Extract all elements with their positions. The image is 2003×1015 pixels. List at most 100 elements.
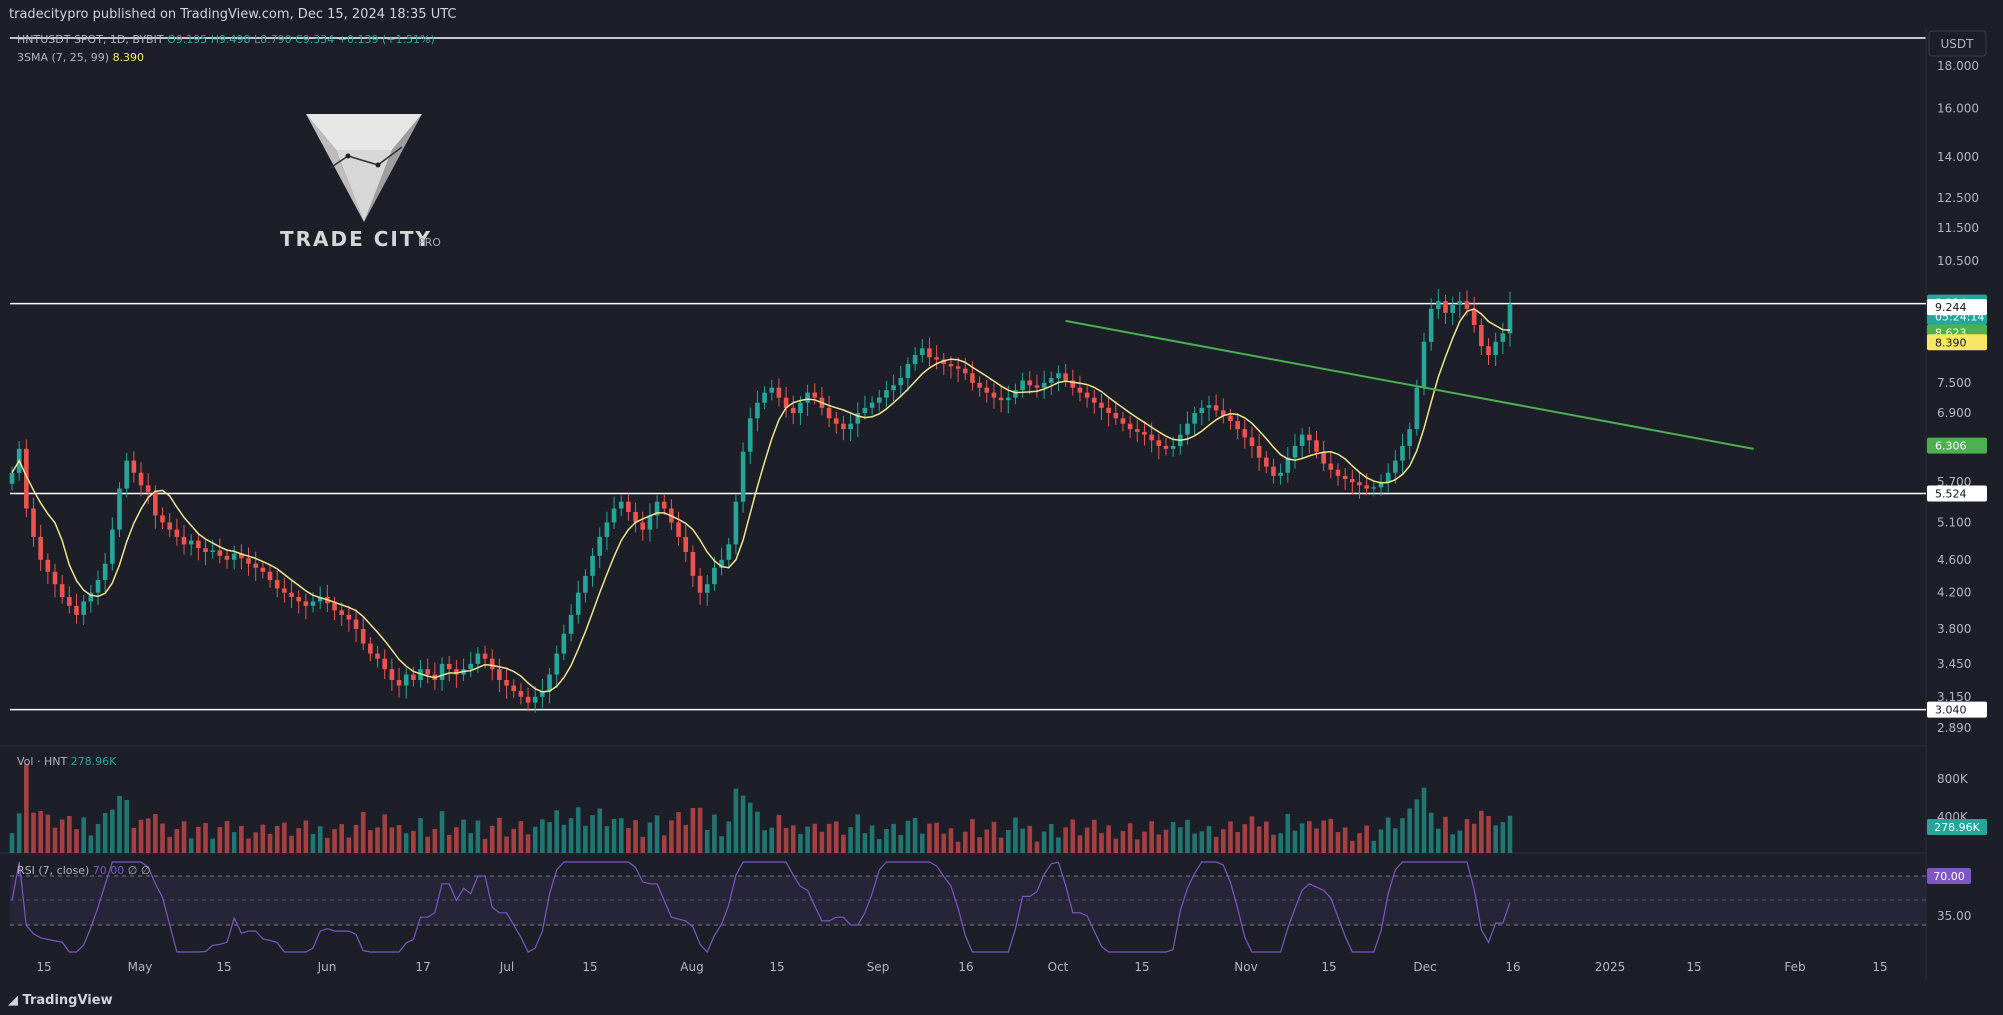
time-tick: Sep: [867, 960, 890, 974]
ohlc-close: C9.334: [295, 33, 335, 46]
candle-body: [891, 385, 896, 391]
volume-legend[interactable]: Vol · HNT 278.96K: [17, 755, 116, 768]
candle-body: [52, 571, 58, 585]
candle-body: [1421, 341, 1427, 388]
volume-bar: [676, 812, 681, 853]
volume-bar: [955, 841, 961, 853]
candle-body: [912, 354, 918, 365]
volume-bar: [411, 830, 416, 853]
candle-body: [1443, 301, 1448, 313]
candle-body: [1070, 380, 1076, 388]
volume-bar: [418, 818, 423, 853]
volume-bar: [181, 821, 187, 853]
volume-bar: [583, 825, 588, 853]
candle-body: [239, 553, 244, 559]
volume-bar: [905, 820, 911, 853]
tradingview-brand: TradingView: [22, 993, 113, 1008]
candle-body: [425, 669, 431, 675]
candle-body: [289, 592, 294, 598]
volume-bar: [891, 823, 896, 853]
rsi-tick-35: 35.00: [1937, 909, 1971, 923]
candle-body: [1091, 397, 1097, 403]
price-tick: 16.000: [1937, 102, 1979, 116]
volume-bar: [755, 811, 760, 853]
candle-body: [1228, 415, 1233, 421]
candle-body: [110, 529, 115, 564]
price-chart[interactable]: TRADE CITY PRO 18.00016.00014.00012.5001…: [0, 0, 2003, 985]
volume-bar: [432, 829, 438, 853]
candle-body: [1199, 407, 1205, 414]
ma-legend[interactable]: 3SMA (7, 25, 99) 8.390: [17, 51, 144, 64]
candle-body: [590, 555, 595, 576]
candle-body: [1249, 437, 1255, 446]
price-axis[interactable]: 18.000 16.000 14.000 12.500 11.500 10.500 7.50…: [1937, 59, 1979, 735]
volume-bar: [1206, 826, 1212, 853]
volume-bar: [1177, 827, 1183, 853]
candle-body: [253, 563, 258, 568]
volume-bar: [1242, 824, 1248, 853]
volume-bar: [124, 800, 129, 853]
volume-bar: [1507, 815, 1513, 853]
volume-bar: [389, 827, 395, 853]
volume-bar: [833, 821, 839, 853]
price-label-badge: [1927, 485, 1987, 502]
candle-body: [597, 536, 603, 556]
trade-city-logo: TRADE CITY PRO: [280, 114, 441, 251]
volume-bar: [1221, 829, 1226, 853]
volume-bar: [289, 835, 294, 853]
volume-value-text: 278.96K: [1934, 821, 1980, 834]
volume-bar: [1364, 825, 1369, 853]
candle-body: [919, 348, 925, 355]
volume-bar: [1034, 841, 1040, 853]
ohlc-change: +0.139 (+1.51%): [337, 33, 435, 46]
time-axis[interactable]: 15 May 15 Jun 17 Jul 15 Aug 15 Sep 16 Oct 15 Nov 15 Dec…: [36, 960, 1887, 974]
volume-bar: [1149, 821, 1154, 853]
volume-bar: [24, 764, 29, 853]
candle-body: [540, 691, 545, 697]
time-tick: 16: [958, 960, 973, 974]
price-tick: 3.450: [1937, 657, 1971, 671]
volume-bar: [962, 831, 968, 853]
symbol-legend[interactable]: HNTUSDT SPOT, 1D, BYBIT O9.195 H9.498 L8…: [17, 33, 435, 46]
currency-button[interactable]: USDT: [1928, 30, 1987, 57]
candle-body: [604, 522, 610, 537]
volume-bar: [626, 827, 631, 853]
volume-bar: [1142, 831, 1147, 853]
volume-bar: [977, 837, 982, 853]
volume-bar: [446, 834, 452, 853]
candle-body: [955, 366, 961, 369]
candle-body: [1206, 405, 1212, 408]
volume-bar: [1493, 825, 1498, 853]
volume-bar: [855, 814, 861, 853]
volume-bar: [1156, 834, 1162, 853]
candle-body: [984, 387, 990, 393]
candle-body: [1393, 460, 1398, 473]
volume-bar: [45, 814, 51, 853]
candle-body: [504, 679, 509, 686]
volume-bar: [52, 827, 58, 853]
candle-body: [59, 584, 65, 598]
candle-body: [332, 603, 337, 611]
candle-body: [1321, 451, 1326, 464]
candle-body: [1328, 463, 1334, 470]
tradingview-logo[interactable]: ◢ TradingView: [8, 993, 113, 1008]
volume-bar: [1199, 831, 1205, 853]
volume-bar: [160, 823, 165, 853]
volume-bar: [1378, 829, 1384, 853]
ma-value: 8.390: [112, 51, 145, 64]
candle-body: [88, 592, 94, 602]
ohlc-low: L8.790: [253, 33, 292, 46]
volume-bar: [59, 819, 65, 853]
volume-bar: [1500, 822, 1506, 853]
candle-body: [1113, 413, 1119, 419]
volume-bar: [912, 817, 918, 853]
candle-body: [1084, 392, 1090, 398]
volume-bar: [260, 824, 266, 853]
volume-bar: [9, 833, 15, 853]
candle-body: [360, 628, 366, 644]
volume-bar: [74, 829, 79, 853]
candle-body: [1285, 457, 1291, 473]
descending-trendline[interactable]: [1065, 319, 1754, 450]
rsi-legend[interactable]: RSI (7, close) 70.00 ∅ ∅: [17, 864, 150, 877]
candle-body: [1005, 397, 1011, 401]
